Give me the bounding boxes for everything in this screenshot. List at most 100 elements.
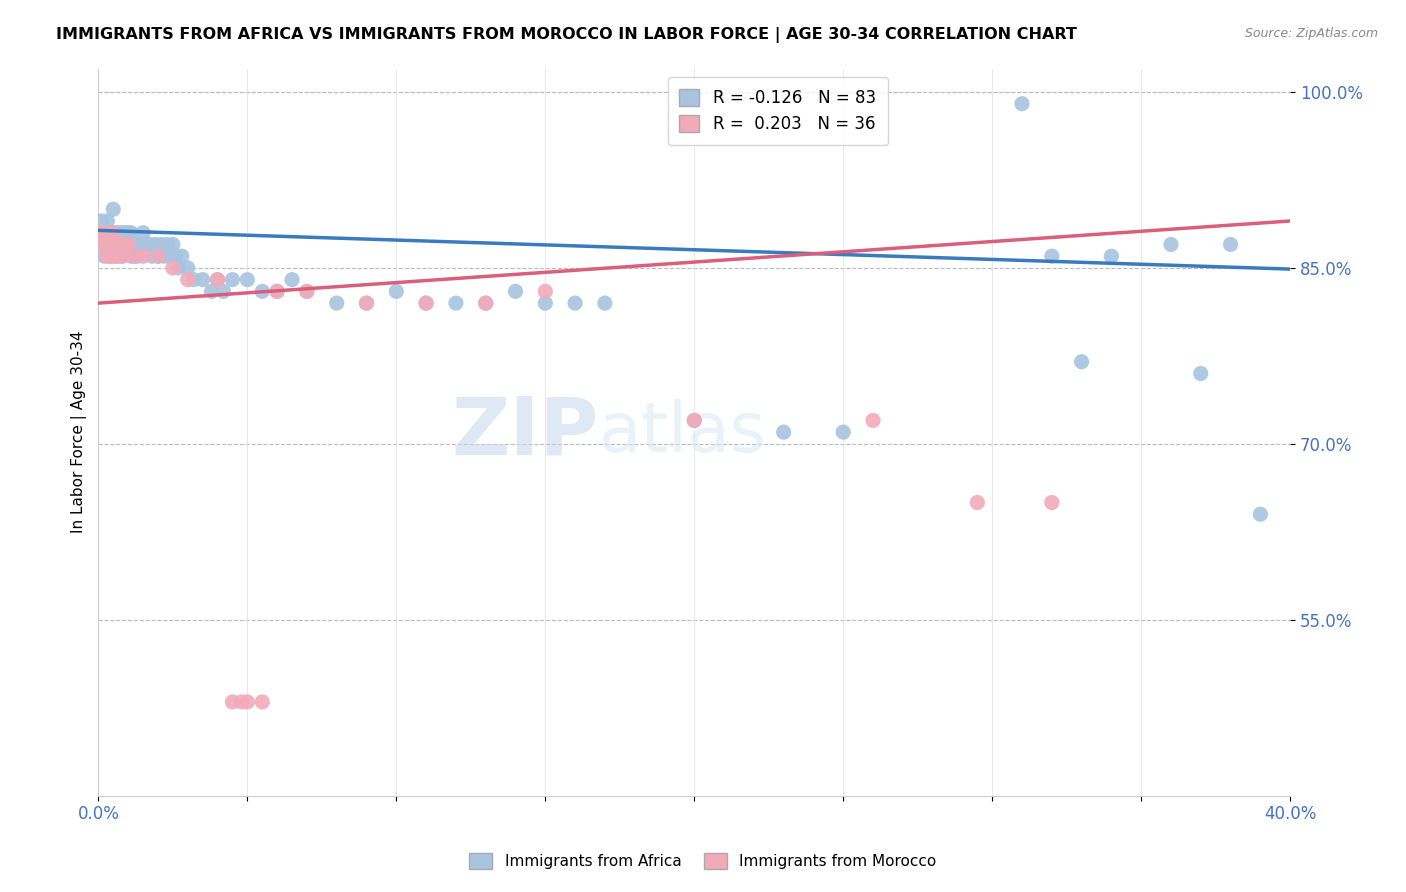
Text: atlas: atlas (599, 399, 766, 466)
Point (356, 296, 378, 310)
Point (129, 237, 152, 252)
Point (207, 273, 229, 287)
Point (143, 237, 166, 252)
Point (120, 226, 142, 240)
Point (90, 226, 112, 240)
Point (221, 273, 243, 287)
Point (162, 237, 184, 252)
Point (474, 296, 496, 310)
Point (156, 237, 179, 252)
Point (772, 425, 794, 439)
Point (105, 237, 128, 252)
Text: Source: ZipAtlas.com: Source: ZipAtlas.com (1244, 27, 1378, 40)
Point (98, 237, 121, 252)
Point (191, 273, 214, 287)
Point (146, 249, 169, 263)
Point (385, 285, 408, 299)
Point (108, 237, 131, 252)
Point (1040, 495, 1063, 509)
Point (167, 260, 190, 275)
Point (103, 237, 125, 252)
Point (170, 249, 193, 263)
Point (90, 237, 112, 252)
Point (105, 237, 128, 252)
Point (1040, 249, 1063, 263)
Point (111, 249, 134, 263)
Point (221, 695, 243, 709)
Point (683, 413, 706, 427)
Point (165, 249, 187, 263)
Point (122, 249, 145, 263)
Point (183, 273, 205, 287)
Point (252, 695, 274, 709)
Point (98, 237, 121, 252)
Point (117, 237, 139, 252)
Point (200, 285, 222, 299)
Point (122, 249, 145, 263)
Point (98, 249, 121, 263)
Point (832, 425, 855, 439)
Point (862, 413, 884, 427)
Point (266, 285, 288, 299)
Point (135, 237, 157, 252)
Point (474, 296, 496, 310)
Point (564, 296, 586, 310)
Point (111, 249, 134, 263)
Legend: Immigrants from Africa, Immigrants from Morocco: Immigrants from Africa, Immigrants from … (464, 847, 942, 875)
Point (1011, 96, 1033, 111)
Point (415, 296, 437, 310)
Point (93, 237, 115, 252)
Point (356, 296, 378, 310)
Point (146, 249, 169, 263)
Point (93, 226, 115, 240)
Point (125, 237, 148, 252)
Point (105, 249, 128, 263)
Point (103, 237, 125, 252)
Point (231, 695, 253, 709)
Point (98, 226, 121, 240)
Point (281, 273, 304, 287)
Point (132, 249, 155, 263)
Point (153, 249, 176, 263)
Point (159, 249, 181, 263)
Point (132, 237, 155, 252)
Point (125, 249, 148, 263)
Point (1070, 355, 1092, 369)
Point (93, 226, 115, 240)
Point (93, 237, 115, 252)
Point (505, 285, 527, 299)
Point (108, 237, 131, 252)
Point (105, 226, 128, 240)
Point (122, 237, 145, 252)
Point (149, 237, 172, 252)
Point (90, 214, 112, 228)
Point (534, 285, 557, 299)
Point (1160, 237, 1182, 252)
Point (103, 202, 125, 217)
Point (207, 273, 229, 287)
Text: ZIP: ZIP (451, 393, 599, 471)
Point (96, 237, 118, 252)
Point (117, 226, 139, 240)
Point (1189, 367, 1212, 381)
Point (96, 237, 118, 252)
Point (132, 226, 155, 240)
Point (162, 260, 184, 275)
Point (1249, 508, 1271, 522)
Legend: R = -0.126   N = 83, R =  0.203   N = 36: R = -0.126 N = 83, R = 0.203 N = 36 (668, 77, 887, 145)
Point (266, 285, 288, 299)
Point (108, 249, 131, 263)
Point (98, 249, 121, 263)
Point (141, 249, 163, 263)
Point (96, 214, 118, 228)
Point (212, 285, 235, 299)
Point (252, 285, 274, 299)
Point (96, 226, 118, 240)
Point (236, 273, 259, 287)
Point (1219, 237, 1241, 252)
Text: IMMIGRANTS FROM AFRICA VS IMMIGRANTS FROM MOROCCO IN LABOR FORCE | AGE 30-34 COR: IMMIGRANTS FROM AFRICA VS IMMIGRANTS FRO… (56, 27, 1077, 43)
Point (295, 285, 318, 299)
Point (177, 273, 200, 287)
Point (325, 296, 347, 310)
Point (105, 249, 128, 263)
